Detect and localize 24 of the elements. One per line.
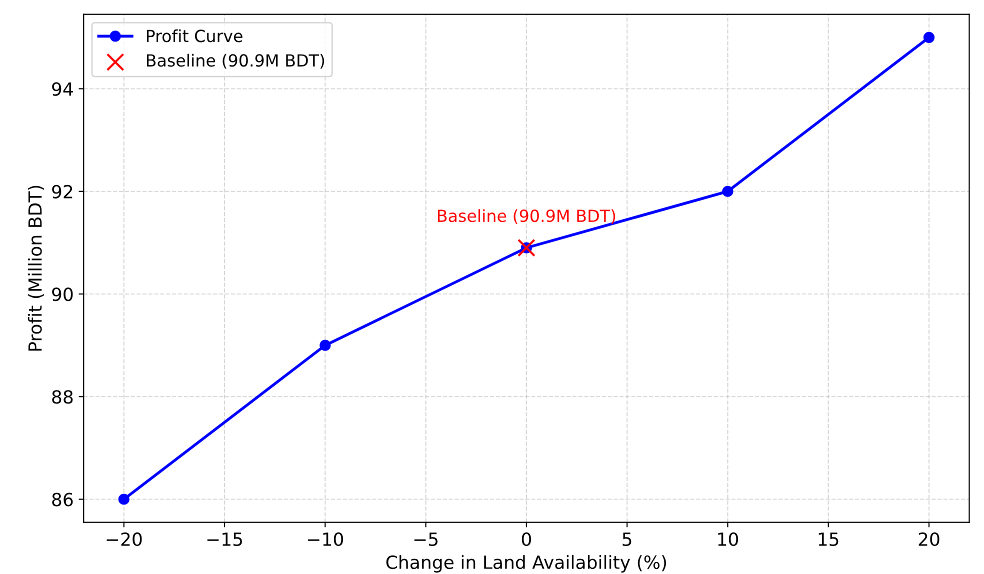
x-axis-title: Change in Land Availability (%) [386, 555, 666, 573]
x-tick-label: −10 [308, 532, 344, 546]
x-tick-label: 15 [818, 532, 838, 546]
y-tick-label: 92 [52, 184, 72, 198]
point [722, 186, 734, 197]
legend-label: Profit Curve [146, 29, 242, 42]
x-tick-label: 20 [918, 532, 940, 546]
x-tick-label: −20 [106, 532, 142, 546]
point [320, 340, 331, 351]
x-tick-label: 0 [522, 532, 531, 546]
y-tick-label: 90 [52, 287, 73, 302]
x-tick-label: 5 [622, 532, 632, 546]
y-tick-label: 88 [52, 390, 73, 404]
y-tick-label: 86 [52, 492, 73, 506]
x-tick-label: 10 [718, 532, 738, 546]
x-tick-label: −5 [414, 532, 438, 546]
point [118, 494, 130, 505]
x-tick-label: −15 [207, 532, 242, 546]
annotation: Baseline (90.9M BDT) [438, 209, 616, 224]
point [923, 32, 935, 43]
point [517, 238, 536, 257]
y-tick-label: 94 [52, 82, 73, 96]
legend-label: Baseline (90.9M BDT) [146, 54, 324, 69]
y-axis-title: Profit (Million BDT) [28, 186, 44, 351]
